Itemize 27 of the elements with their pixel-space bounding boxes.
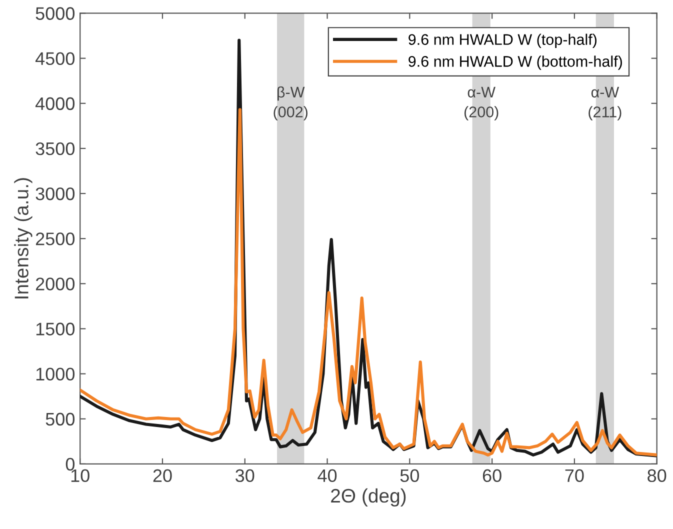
- y-axis-title: Intensity (a.u.): [14, 178, 32, 298]
- x-axis-title: 2Θ (deg): [331, 488, 406, 507]
- y-tick-label: 5000: [36, 7, 75, 20]
- line-series: [80, 108, 657, 456]
- y-tick-label: 3500: [36, 142, 75, 156]
- y-tick-label: 3000: [36, 187, 75, 200]
- y-tick-label: 2000: [36, 278, 75, 290]
- y-tick-label: 1000: [36, 368, 75, 381]
- legend-label: 9.6 nm HWALD W (bottom-half): [408, 56, 622, 70]
- y-tick-label: 0: [66, 458, 75, 471]
- x-tick-label: 60: [482, 469, 502, 482]
- legend-label: 9.6 nm HWALD W (top-half): [408, 34, 597, 48]
- y-tick-label: 4000: [35, 97, 75, 110]
- x-tick-label: 50: [400, 469, 419, 482]
- band-label: α-W (211): [588, 86, 622, 120]
- x-tick-label: 80: [648, 469, 666, 482]
- y-tick-label: 500: [46, 412, 75, 426]
- y-tick-label: 4500: [35, 52, 75, 66]
- x-tick-label: 30: [236, 469, 254, 482]
- x-tick-label: 70: [565, 469, 584, 482]
- y-tick-label: 1500: [36, 322, 75, 336]
- x-tick-label: 20: [153, 469, 172, 482]
- y-tick-label: 2500: [36, 232, 75, 246]
- x-tick-label: 10: [71, 469, 90, 482]
- x-tick-label: 40: [318, 469, 337, 482]
- band-label: β-W (002): [274, 86, 308, 120]
- band-label: α-W (200): [464, 86, 498, 120]
